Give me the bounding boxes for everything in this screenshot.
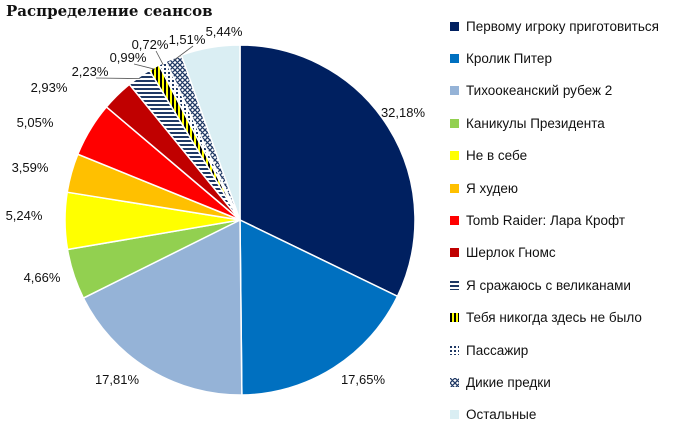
- data-label: 4,66%: [24, 270, 61, 285]
- legend-item: Не в себе: [450, 140, 659, 172]
- legend-swatch: [450, 151, 459, 161]
- legend-label: Кролик Питер: [466, 51, 552, 67]
- legend-item: Я сражаюсь с великанами: [450, 269, 659, 301]
- legend-swatch: [450, 216, 459, 226]
- legend-label: Дикие предки: [466, 374, 551, 390]
- pie-slice: [239, 44, 416, 298]
- legend-label: Каникулы Президента: [466, 115, 605, 131]
- legend-item: Я худею: [450, 172, 659, 204]
- legend: Первому игроку приготовиться Кролик Питер…: [450, 10, 659, 431]
- pie-chart: 32,18% 17,65% 17,81% 4,66% 5,24% 3,59% 5,05% 2,…: [6, 24, 426, 396]
- legend-swatch: [450, 21, 459, 31]
- chart-title: Распределение сеансов: [6, 2, 213, 20]
- legend-swatch: [450, 86, 459, 96]
- pie-leader-lines: [95, 45, 194, 79]
- legend-item: Остальные: [450, 399, 659, 431]
- data-label: 5,44%: [206, 24, 243, 39]
- data-label: 0,99%: [110, 50, 147, 65]
- legend-swatch: [450, 377, 459, 387]
- legend-item: Кролик Питер: [450, 42, 659, 74]
- legend-item: Пассажир: [450, 334, 659, 366]
- legend-label: Я худею: [466, 180, 519, 196]
- data-label: 32,18%: [381, 105, 426, 120]
- data-label: 2,93%: [31, 80, 68, 95]
- leader-line: [155, 50, 164, 66]
- data-label: 0,72%: [132, 37, 169, 52]
- legend-label: Пассажир: [466, 342, 529, 358]
- legend-label: Тебя никогда здесь не было: [466, 310, 642, 326]
- legend-swatch: [450, 280, 459, 290]
- legend-label: Шерлок Гномс: [466, 245, 556, 261]
- leader-line: [95, 77, 141, 79]
- legend-item: Tomb Raider: Лара Крофт: [450, 204, 659, 236]
- legend-item: Первому игроку приготовиться: [450, 10, 659, 42]
- legend-label: Первому игроку приготовиться: [466, 18, 659, 34]
- data-label: 3,59%: [12, 160, 49, 175]
- legend-swatch: [450, 345, 459, 355]
- legend-item: Тебя никогда здесь не было: [450, 302, 659, 334]
- data-label: 5,24%: [6, 208, 43, 223]
- legend-label: Я сражаюсь с великанами: [466, 277, 631, 293]
- legend-item: Тихоокеанский рубеж 2: [450, 75, 659, 107]
- data-label: 17,81%: [95, 372, 140, 387]
- legend-swatch: [450, 118, 459, 128]
- legend-swatch: [450, 313, 459, 323]
- legend-label: Остальные: [466, 407, 537, 423]
- leader-line: [133, 63, 156, 70]
- leader-line: [174, 45, 194, 61]
- pie-data-labels: 32,18% 17,65% 17,81% 4,66% 5,24% 3,59% 5,05% 2,…: [6, 24, 426, 387]
- pie-slice: [82, 218, 243, 396]
- legend-label: Tomb Raider: Лара Крофт: [466, 213, 626, 229]
- pie-slice: [239, 218, 399, 396]
- data-label: 2,23%: [72, 64, 109, 79]
- legend-swatch: [450, 183, 459, 193]
- data-label: 5,05%: [17, 115, 54, 130]
- pie-slices: [64, 44, 416, 396]
- legend-item: Дикие предки: [450, 366, 659, 398]
- legend-swatch: [450, 54, 459, 64]
- legend-label: Тихоокеанский рубеж 2: [466, 83, 613, 99]
- legend-swatch: [450, 248, 459, 258]
- legend-item: Шерлок Гномс: [450, 237, 659, 269]
- legend-item: Каникулы Президента: [450, 107, 659, 139]
- data-label: 17,65%: [341, 372, 386, 387]
- legend-label: Не в себе: [466, 148, 528, 164]
- legend-swatch: [450, 410, 459, 420]
- data-label: 1,51%: [169, 32, 206, 47]
